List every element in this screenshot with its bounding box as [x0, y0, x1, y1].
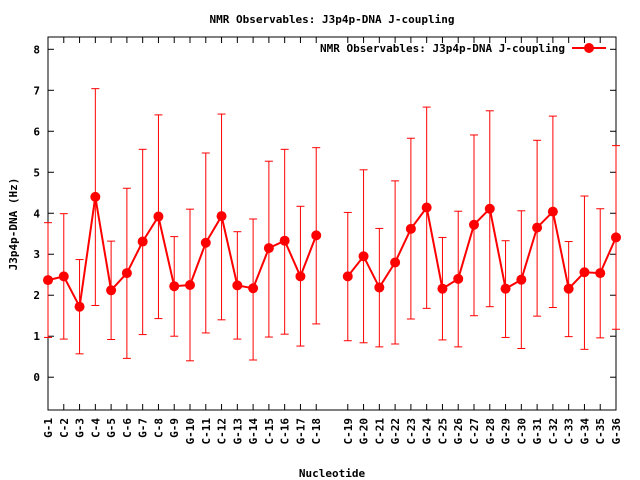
x-tick-label: C-23 [405, 418, 418, 445]
x-tick-label: G-36 [610, 418, 623, 445]
x-tick-label: C-33 [563, 418, 576, 445]
series-layer [43, 88, 621, 362]
data-point [90, 191, 101, 202]
x-tick-label: C-30 [515, 418, 528, 445]
data-point [248, 283, 259, 294]
data-point [279, 235, 290, 246]
data-point [374, 282, 385, 293]
data-point [342, 271, 353, 282]
x-tick-label: G-14 [247, 418, 260, 445]
chart-title: NMR Observables: J3p4p-DNA J-coupling [209, 13, 454, 26]
y-tick-label: 7 [33, 84, 40, 97]
x-tick-label: G-22 [389, 418, 402, 445]
data-point [390, 257, 401, 268]
x-tick-label: G-5 [105, 418, 118, 438]
x-tick-label: G-10 [184, 418, 197, 445]
x-tick-label: C-19 [342, 418, 355, 445]
data-point [595, 268, 606, 279]
data-point [153, 211, 164, 222]
data-point [421, 202, 432, 213]
x-tick-label: C-32 [547, 418, 560, 445]
data-point [106, 285, 117, 296]
x-tick-label: C-35 [594, 418, 607, 445]
x-tick-label: G-20 [358, 418, 371, 445]
x-tick-label: G-31 [531, 418, 544, 445]
data-point [516, 274, 527, 285]
data-point [453, 273, 464, 284]
x-tick-label: C-27 [468, 418, 481, 445]
x-tick-label: G-34 [578, 418, 591, 445]
data-point [295, 271, 306, 282]
legend-marker [584, 43, 594, 53]
x-tick-label: G-24 [421, 418, 434, 445]
x-axis: G-1 C-2 G-3 C-4 G-5 C-6 G-7 C-8 G-9 G-10 C-11 C-12 G… [42, 37, 623, 445]
x-tick-label: C-6 [121, 418, 134, 438]
series-line [47, 196, 318, 310]
data-point [611, 232, 621, 243]
data-point [74, 301, 85, 312]
legend: NMR Observables: J3p4p-DNA J-coupling [320, 42, 606, 55]
x-tick-label: C-25 [436, 418, 449, 445]
x-axis-label: Nucleotide [299, 467, 366, 480]
data-point [579, 267, 590, 278]
data-point [43, 275, 53, 286]
series-line [347, 205, 617, 291]
x-tick-label: G-13 [231, 418, 244, 445]
data-point [169, 281, 180, 292]
plot-frame [47, 36, 617, 411]
y-tick-label: 8 [33, 43, 40, 56]
x-tick-label: C-18 [310, 418, 323, 445]
data-point [216, 211, 227, 222]
data-point [484, 203, 495, 214]
x-tick-label: C-16 [279, 418, 292, 445]
x-tick-label: G-3 [74, 418, 87, 438]
x-tick-label: G-9 [168, 418, 181, 438]
y-tick-label: 4 [33, 207, 40, 220]
y-axis-label: J3p4p-DNA (Hz) [7, 178, 20, 271]
x-tick-label: G-28 [484, 418, 497, 445]
x-tick-label: C-2 [58, 418, 71, 438]
x-tick-label: G-1 [42, 418, 55, 438]
x-tick-label: C-15 [263, 418, 276, 445]
legend-label: NMR Observables: J3p4p-DNA J-coupling [320, 42, 565, 55]
y-axis: 0 1 2 3 4 5 6 7 8 [33, 43, 616, 384]
data-point [358, 251, 369, 262]
data-point [563, 283, 574, 294]
data-point [500, 283, 511, 294]
data-point [137, 236, 148, 247]
x-tick-label: C-4 [89, 418, 102, 438]
x-tick-label: C-8 [152, 418, 165, 438]
data-point [405, 223, 416, 234]
data-point [263, 243, 274, 254]
data-point [437, 283, 448, 294]
x-tick-label: C-21 [373, 418, 386, 445]
y-tick-label: 1 [33, 330, 40, 343]
x-tick-label: G-26 [452, 418, 465, 445]
y-tick-label: 6 [33, 125, 40, 138]
y-tick-label: 0 [33, 371, 40, 384]
data-point [311, 230, 322, 241]
data-point [547, 206, 558, 217]
data-point [532, 222, 543, 233]
data-point [232, 280, 243, 291]
data-point [58, 271, 69, 282]
data-point [469, 219, 479, 230]
x-tick-label: G-17 [294, 418, 307, 445]
y-tick-label: 5 [33, 166, 40, 179]
x-tick-label: G-29 [500, 418, 513, 445]
data-point [121, 268, 132, 279]
y-tick-label: 3 [33, 248, 40, 261]
y-tick-label: 2 [33, 289, 40, 302]
x-tick-label: G-7 [137, 418, 150, 438]
data-point [185, 279, 195, 290]
x-tick-label: C-12 [216, 418, 229, 445]
x-tick-label: C-11 [200, 418, 213, 445]
data-point [200, 237, 211, 248]
